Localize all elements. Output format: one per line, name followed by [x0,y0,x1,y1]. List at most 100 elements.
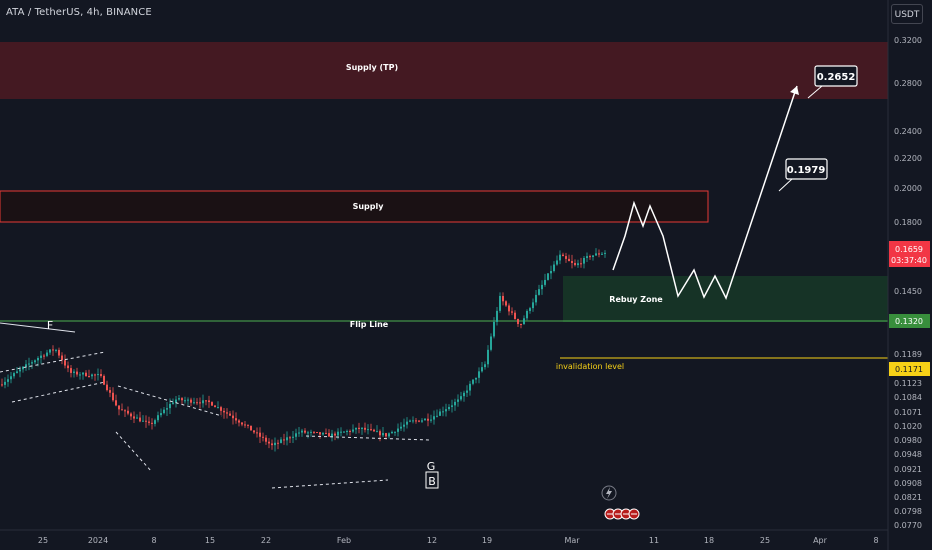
candle-body [430,419,432,421]
candle-body [70,368,72,373]
candle-body [439,411,441,416]
time-tick-label: Feb [337,536,351,545]
candle-body [604,252,606,254]
candle-body [568,258,570,262]
supply-zone[interactable] [0,190,709,223]
candle-body [601,253,603,255]
candle-body [7,379,9,382]
candle-body [328,433,330,437]
candle-body [112,392,114,401]
candle-body [73,371,75,373]
label-g: G [427,460,436,473]
candle-body [46,352,48,356]
candle-body [532,302,534,309]
candle-body [547,273,549,280]
projection-path[interactable] [612,85,798,300]
candle-body [442,411,444,413]
candle-body [160,413,162,416]
time-tick-label: 19 [482,536,492,545]
candle-body [460,396,462,400]
target-box-2[interactable] [814,65,858,87]
current-price-tag[interactable] [889,241,930,267]
price-tick-label: 0.1123 [894,379,922,388]
candle-body [64,360,66,366]
price-tick-label: 0.0770 [894,521,922,530]
candle-body [301,430,303,433]
candle-body [58,349,60,356]
candle-body [292,436,294,438]
flip-line-label: Flip Line [350,320,389,329]
candle-body [76,371,78,375]
candle-body [103,375,105,385]
candle-body [592,255,594,257]
candle-body [481,367,483,372]
candle-body [349,430,351,432]
candle-body [175,399,177,403]
candle-body [448,406,450,410]
candle-body [571,261,573,263]
candle-body [418,420,420,422]
candle-body [550,270,552,274]
candle-body [28,363,30,365]
candle-body [4,381,6,385]
time-tick-label: 2024 [88,536,108,545]
candle-body [10,376,12,380]
price-tick-label: 0.0908 [894,479,922,488]
symbol-title[interactable]: ATA / TetherUS, 4h, BINANCE [6,7,152,18]
candle-body [529,308,531,311]
candle-body [412,420,414,422]
candle-body [562,254,564,257]
candle-body [406,421,408,425]
time-tick-label: 12 [427,536,437,545]
flip-price-tag[interactable] [889,314,930,328]
candle-body [334,433,336,436]
candle-body [106,384,108,391]
candle-body [373,429,375,432]
target-label-2: 0.2652 [817,72,856,83]
candle-body [505,301,507,306]
supply-tp-zone[interactable] [0,42,888,99]
currency-button[interactable]: USDT [891,4,923,24]
candle-body [580,263,582,265]
candle-body [511,311,513,313]
candle-body [259,432,261,437]
candle-body [79,374,81,376]
candle-body [574,262,576,266]
invalidation-price-tag[interactable] [889,362,930,376]
candle-body [109,390,111,393]
candle-body [139,417,141,422]
candle-body [52,349,54,351]
candle-body [556,260,558,265]
rebuy-zone-label: Rebuy Zone [609,295,663,304]
candle-body [523,318,525,325]
candle-body [154,420,156,424]
candle-body [235,418,237,421]
candle-body [499,295,501,311]
flip-price-label: 0.1320 [895,317,923,326]
candle-body [313,431,315,433]
candle-body [466,390,468,393]
candle-body [325,432,327,434]
candle-body [385,433,387,437]
candle-body [85,372,87,377]
candle-body [196,402,198,404]
candle-body [586,256,588,258]
candle-body [421,420,423,422]
candle-body [187,399,189,401]
candle-body [478,371,480,378]
candle-body [205,400,207,402]
candle-body [469,383,471,391]
candle-body [289,437,291,439]
candle-body [115,400,117,406]
rebuy-zone[interactable] [563,276,888,322]
candle-body [130,413,132,417]
candle-body [217,407,219,409]
candle-body [181,398,183,401]
candle-body [133,416,135,419]
pattern-line [271,479,389,489]
candle-body [415,420,417,422]
target-box-1[interactable] [785,158,828,180]
pattern-line [115,431,153,473]
